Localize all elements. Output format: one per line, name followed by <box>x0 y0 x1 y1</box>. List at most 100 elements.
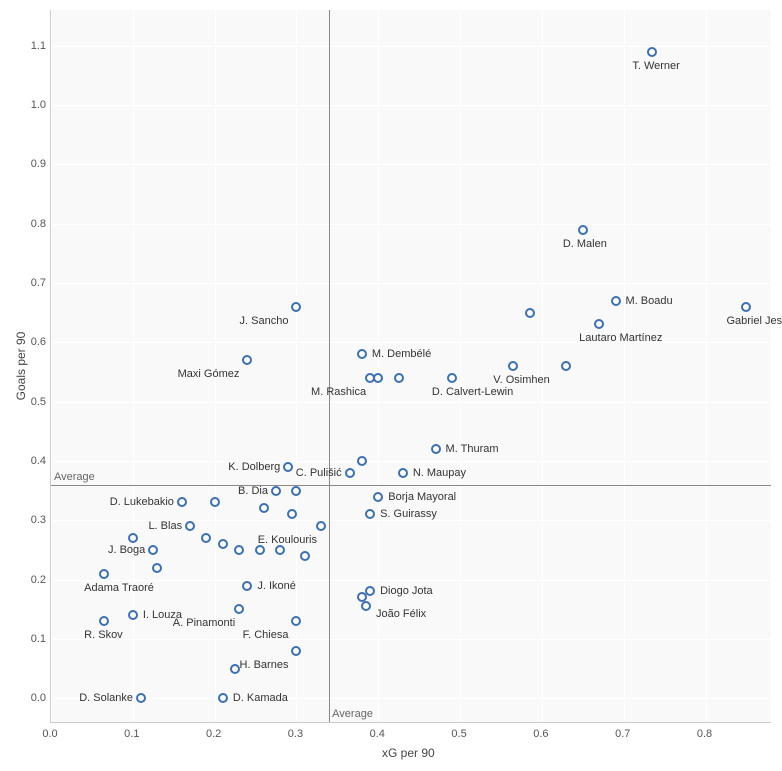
data-point[interactable] <box>234 545 244 555</box>
x-tick-label: 0.8 <box>697 728 712 740</box>
data-point-label: Lautaro Martínez <box>579 332 662 344</box>
x-tick-label: 0.0 <box>42 728 57 740</box>
data-point[interactable] <box>357 349 367 359</box>
data-point[interactable] <box>128 610 138 620</box>
data-point[interactable] <box>218 539 228 549</box>
x-tick-label: 0.4 <box>370 728 385 740</box>
data-point[interactable] <box>431 444 441 454</box>
x-tick-label: 0.3 <box>288 728 303 740</box>
data-point-label: M. Rashica <box>311 386 366 398</box>
data-point[interactable] <box>152 563 162 573</box>
data-point[interactable] <box>525 308 535 318</box>
data-point[interactable] <box>275 545 285 555</box>
data-point[interactable] <box>316 521 326 531</box>
data-point-label: B. Dia <box>238 485 268 497</box>
data-point[interactable] <box>365 373 375 383</box>
data-point-label: N. Maupay <box>413 467 466 479</box>
data-point[interactable] <box>255 545 265 555</box>
data-point-label: R. Skov <box>84 629 123 641</box>
data-point[interactable] <box>611 296 621 306</box>
data-point[interactable] <box>647 47 657 57</box>
data-point[interactable] <box>128 533 138 543</box>
data-point-label: D. Kamada <box>233 692 288 704</box>
data-point[interactable] <box>398 468 408 478</box>
y-tick-label: 1.0 <box>26 99 46 111</box>
data-point[interactable] <box>508 361 518 371</box>
data-point[interactable] <box>447 373 457 383</box>
data-point-label: L. Blas <box>148 520 182 532</box>
data-point-label: D. Lukebakio <box>110 496 174 508</box>
data-point-label: E. Koulouris <box>258 534 317 546</box>
data-point-label: J. Ikoné <box>257 580 296 592</box>
data-point[interactable] <box>741 302 751 312</box>
gridline-h <box>51 639 771 640</box>
data-point[interactable] <box>242 581 252 591</box>
data-point[interactable] <box>283 462 293 472</box>
data-point-label: João Félix <box>376 608 426 620</box>
plot-area: T. WernerD. MalenM. BoaduGabriel JesusLa… <box>50 10 771 723</box>
data-point[interactable] <box>259 503 269 513</box>
gridline-h <box>51 46 771 47</box>
y-tick-label: 0.6 <box>26 336 46 348</box>
data-point[interactable] <box>365 509 375 519</box>
scatter-chart: T. WernerD. MalenM. BoaduGabriel JesusLa… <box>0 0 782 771</box>
data-point[interactable] <box>99 616 109 626</box>
y-tick-label: 0.3 <box>26 514 46 526</box>
data-point[interactable] <box>287 509 297 519</box>
data-point-label: D. Malen <box>563 238 607 250</box>
data-point[interactable] <box>394 373 404 383</box>
y-tick-label: 0.5 <box>26 396 46 408</box>
gridline-h <box>51 105 771 106</box>
gridline-h <box>51 164 771 165</box>
data-point[interactable] <box>291 486 301 496</box>
data-point[interactable] <box>291 616 301 626</box>
gridline-h <box>51 402 771 403</box>
x-average-label: Average <box>332 708 373 720</box>
data-point[interactable] <box>136 693 146 703</box>
data-point[interactable] <box>218 693 228 703</box>
y-tick-label: 1.1 <box>26 40 46 52</box>
data-point[interactable] <box>345 468 355 478</box>
y-average-label: Average <box>54 471 95 483</box>
data-point[interactable] <box>242 355 252 365</box>
data-point[interactable] <box>357 456 367 466</box>
data-point[interactable] <box>361 601 371 611</box>
data-point-label: Adama Traoré <box>84 582 154 594</box>
data-point-label: Gabriel Jesus <box>726 315 782 327</box>
data-point[interactable] <box>99 569 109 579</box>
data-point-label: M. Boadu <box>626 295 673 307</box>
gridline-v <box>624 10 625 722</box>
data-point[interactable] <box>594 319 604 329</box>
data-point-label: V. Osimhen <box>493 374 549 386</box>
data-point-label: A. Pinamonti <box>173 617 235 629</box>
data-point[interactable] <box>177 497 187 507</box>
data-point[interactable] <box>148 545 158 555</box>
data-point[interactable] <box>271 486 281 496</box>
data-point-label: J. Sancho <box>240 315 289 327</box>
x-tick-label: 0.2 <box>206 728 221 740</box>
data-point-label: J. Boga <box>108 544 145 556</box>
data-point[interactable] <box>300 551 310 561</box>
data-point-label: F. Chiesa <box>243 629 289 641</box>
data-point[interactable] <box>185 521 195 531</box>
data-point[interactable] <box>230 664 240 674</box>
x-tick-label: 0.1 <box>124 728 139 740</box>
data-point-label: Diogo Jota <box>380 585 433 597</box>
data-point-label: H. Barnes <box>240 659 289 671</box>
data-point[interactable] <box>201 533 211 543</box>
y-average-line <box>51 485 771 486</box>
data-point[interactable] <box>291 646 301 656</box>
data-point[interactable] <box>291 302 301 312</box>
gridline-h <box>51 461 771 462</box>
data-point[interactable] <box>578 225 588 235</box>
x-tick-label: 0.5 <box>451 728 466 740</box>
x-axis-title: xG per 90 <box>382 746 435 760</box>
data-point[interactable] <box>234 604 244 614</box>
gridline-v <box>51 10 52 722</box>
data-point-label: M. Thuram <box>446 443 499 455</box>
data-point[interactable] <box>561 361 571 371</box>
data-point[interactable] <box>373 492 383 502</box>
data-point-label: D. Solanke <box>79 692 133 704</box>
y-tick-label: 0.8 <box>26 218 46 230</box>
data-point[interactable] <box>210 497 220 507</box>
